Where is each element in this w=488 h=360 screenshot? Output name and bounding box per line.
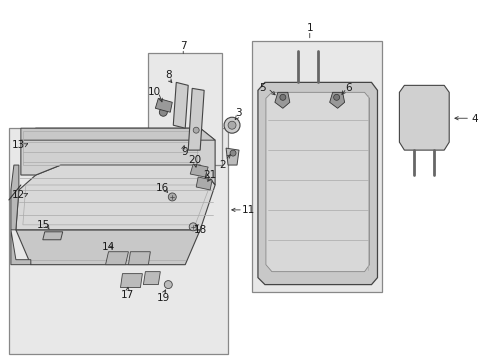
Text: 18: 18 [193, 225, 206, 235]
Polygon shape [225, 148, 239, 165]
Text: 7: 7 [180, 41, 186, 50]
Text: 10: 10 [147, 87, 161, 97]
Polygon shape [42, 232, 62, 240]
Text: 9: 9 [181, 147, 187, 157]
Polygon shape [120, 274, 142, 288]
Polygon shape [329, 92, 344, 108]
Text: 4: 4 [471, 114, 477, 124]
Polygon shape [188, 88, 203, 150]
Polygon shape [143, 272, 160, 285]
Text: 6: 6 [345, 84, 351, 93]
Polygon shape [11, 165, 19, 230]
Text: 2: 2 [218, 160, 225, 170]
Polygon shape [173, 82, 188, 128]
Circle shape [279, 94, 285, 100]
Polygon shape [258, 82, 377, 285]
Polygon shape [16, 165, 215, 230]
Polygon shape [274, 92, 289, 108]
Polygon shape [265, 92, 369, 272]
Circle shape [159, 108, 167, 116]
Circle shape [193, 127, 199, 133]
Polygon shape [16, 230, 200, 265]
Circle shape [333, 94, 339, 100]
Text: 12: 12 [12, 190, 25, 200]
Text: 19: 19 [156, 293, 170, 302]
Bar [9, 128, 227, 354]
Text: 21: 21 [203, 170, 216, 180]
Circle shape [164, 280, 172, 289]
Polygon shape [21, 128, 215, 140]
Text: 20: 20 [188, 155, 202, 165]
Text: 8: 8 [164, 71, 171, 80]
Text: 13: 13 [12, 140, 25, 150]
Text: 15: 15 [37, 220, 50, 230]
Polygon shape [11, 230, 31, 265]
Polygon shape [128, 252, 150, 265]
Polygon shape [21, 128, 215, 185]
Bar [148, 54, 222, 165]
Bar [23, 131, 197, 165]
Circle shape [227, 121, 236, 129]
Text: 16: 16 [155, 183, 168, 193]
Polygon shape [196, 177, 212, 190]
Text: 3: 3 [234, 108, 241, 118]
Circle shape [189, 223, 197, 231]
Circle shape [224, 117, 240, 133]
Polygon shape [155, 98, 172, 112]
Circle shape [229, 150, 236, 156]
Polygon shape [105, 252, 128, 265]
Text: 14: 14 [102, 242, 115, 252]
Bar [251, 41, 382, 292]
Text: 17: 17 [121, 289, 134, 300]
Polygon shape [190, 164, 208, 177]
Polygon shape [399, 85, 448, 150]
Text: 11: 11 [241, 205, 254, 215]
Text: 1: 1 [306, 23, 312, 33]
Text: 5: 5 [259, 84, 265, 93]
Circle shape [168, 193, 176, 201]
